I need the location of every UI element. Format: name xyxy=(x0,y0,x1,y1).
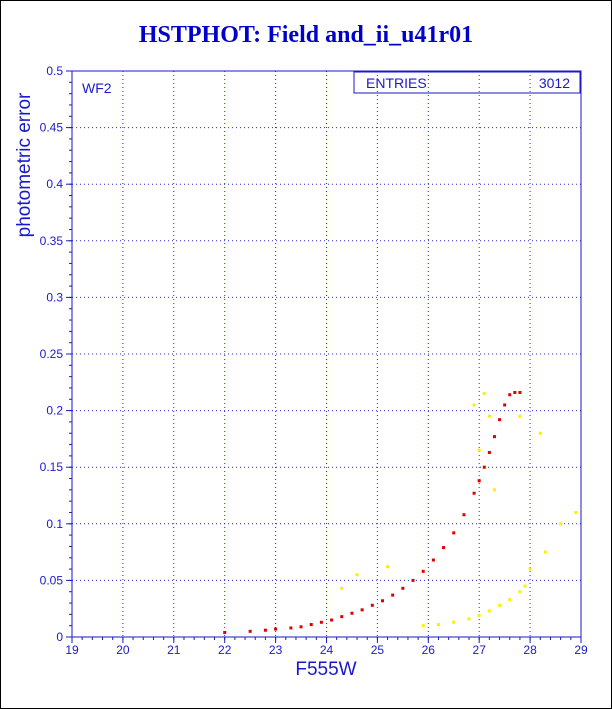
y-tick-label: 0.2 xyxy=(46,404,63,418)
data-point xyxy=(492,488,496,492)
data-point xyxy=(487,609,491,613)
x-tick-label: 22 xyxy=(218,643,232,657)
data-point xyxy=(421,569,425,573)
panel-label: WF2 xyxy=(82,80,112,96)
data-point xyxy=(340,615,344,619)
axes xyxy=(66,70,582,643)
plot-border xyxy=(71,70,582,638)
y-tick-label: 0 xyxy=(56,630,63,644)
data-point xyxy=(391,593,395,597)
data-points xyxy=(223,390,578,634)
y-tick-label: 0.3 xyxy=(46,290,63,304)
x-tick-label: 27 xyxy=(473,643,487,657)
entries-value: 3012 xyxy=(539,75,570,91)
chart-title: HSTPHOT: Field and_ii_u41r01 xyxy=(138,22,474,48)
data-point xyxy=(436,623,440,627)
stats-box: ENTRIES 3012 xyxy=(353,71,581,94)
data-point xyxy=(223,630,227,634)
data-point xyxy=(370,603,374,607)
data-point xyxy=(492,435,496,439)
data-point xyxy=(508,598,512,602)
data-point xyxy=(482,465,486,469)
data-point xyxy=(386,565,390,569)
data-point xyxy=(355,573,359,577)
data-point xyxy=(498,603,502,607)
x-tick-label: 19 xyxy=(65,643,79,657)
data-point xyxy=(401,586,405,590)
y-tick-label: 0.15 xyxy=(40,460,64,474)
axis-labels: 19 20 21 22 23 24 25 26 27 28 29 0 0.05 0.1 0.15 0.2 0.2… xyxy=(40,64,588,657)
data-point xyxy=(523,584,527,588)
data-point xyxy=(482,392,486,396)
y-tick-label: 0.5 xyxy=(46,64,63,78)
data-point xyxy=(274,627,278,631)
data-point xyxy=(477,613,481,617)
y-tick-label: 0.25 xyxy=(40,347,64,361)
x-axis-label: F555W xyxy=(295,659,356,680)
x-tick-label: 21 xyxy=(167,643,181,657)
x-tick-label: 20 xyxy=(116,643,130,657)
x-tick-label: 28 xyxy=(523,643,537,657)
data-point xyxy=(380,599,384,603)
x-tick-label: 25 xyxy=(371,643,385,657)
data-point xyxy=(467,617,471,621)
data-point xyxy=(431,558,435,562)
data-point xyxy=(574,510,578,514)
entries-label: ENTRIES xyxy=(366,75,427,91)
data-point xyxy=(360,608,364,612)
data-point xyxy=(421,624,425,628)
data-point xyxy=(487,414,491,418)
data-point xyxy=(498,418,502,422)
stats-box-border xyxy=(353,71,581,94)
data-point xyxy=(263,628,267,632)
data-point xyxy=(487,450,491,454)
data-point xyxy=(330,618,334,622)
x-tick-label: 24 xyxy=(320,643,334,657)
x-tick-label: 29 xyxy=(574,643,588,657)
y-tick-label: 0.1 xyxy=(46,517,63,531)
data-point xyxy=(411,578,415,582)
data-point xyxy=(319,620,323,624)
data-point xyxy=(442,546,446,550)
data-point xyxy=(299,625,303,629)
data-point xyxy=(472,403,476,407)
data-point xyxy=(538,431,542,435)
y-tick-label: 0.45 xyxy=(40,121,64,135)
y-axis-label: photometric error xyxy=(14,92,35,237)
data-point xyxy=(309,623,313,627)
data-point xyxy=(452,620,456,624)
data-point xyxy=(528,567,532,571)
data-point xyxy=(503,403,507,407)
data-point xyxy=(513,390,517,394)
data-point xyxy=(248,629,252,633)
data-point xyxy=(518,414,522,418)
y-tick-label: 0.05 xyxy=(40,573,64,587)
data-point xyxy=(477,448,481,452)
data-point xyxy=(452,531,456,535)
data-point xyxy=(472,491,476,495)
data-point xyxy=(350,611,354,615)
data-point xyxy=(518,590,522,594)
data-point xyxy=(543,550,547,554)
data-point xyxy=(289,626,293,630)
data-point xyxy=(462,513,466,517)
data-point xyxy=(518,390,522,394)
data-point xyxy=(477,479,481,483)
data-point xyxy=(559,522,563,526)
data-point xyxy=(508,393,512,397)
y-tick-label: 0.4 xyxy=(46,177,63,191)
data-point xyxy=(340,586,344,590)
grid xyxy=(72,71,581,637)
x-tick-label: 23 xyxy=(269,643,283,657)
y-tick-label: 0.35 xyxy=(40,234,64,248)
x-tick-label: 26 xyxy=(422,643,436,657)
